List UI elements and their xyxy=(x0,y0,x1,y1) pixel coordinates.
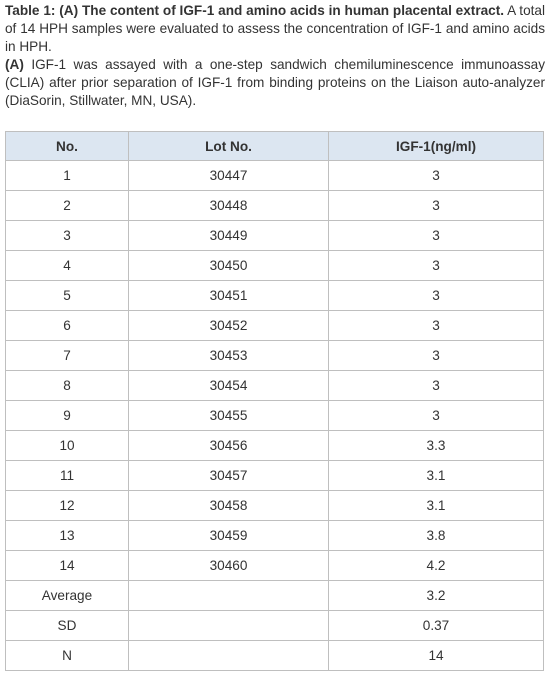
table-cell: 3.1 xyxy=(328,460,544,491)
table-cell: Average xyxy=(5,580,129,611)
table-cell: 10 xyxy=(5,430,129,461)
caption-paragraph: (A) IGF-1 was assayed with a one-step sa… xyxy=(5,56,545,110)
table-cell: 30457 xyxy=(128,460,329,491)
table-cell: SD xyxy=(5,610,129,641)
table-cell: 3 xyxy=(328,190,544,221)
table-cell: 30448 xyxy=(128,190,329,221)
data-table: No. Lot No. IGF-1(ng/ml) 1 30447 3 2 30448 3 3 30… xyxy=(5,131,544,671)
table-cell: 1 xyxy=(5,160,129,191)
table-row: Average 3.2 xyxy=(5,580,544,611)
table-cell: 7 xyxy=(5,340,129,371)
table-cell: 3 xyxy=(328,400,544,431)
table-cell: 14 xyxy=(328,640,544,671)
table-cell: 6 xyxy=(5,310,129,341)
table-cell: 30453 xyxy=(128,340,329,371)
table-cell: 0.37 xyxy=(328,610,544,641)
table-cell: 30460 xyxy=(128,550,329,581)
table-row: 3 30449 3 xyxy=(5,220,544,251)
table-row: 14 30460 4.2 xyxy=(5,550,544,581)
table-cell: 12 xyxy=(5,490,129,521)
table-cell: 5 xyxy=(5,280,129,311)
table-cell xyxy=(128,640,329,671)
header-cell: No. xyxy=(5,131,129,161)
table-row: SD 0.37 xyxy=(5,610,544,641)
caption-paragraph: Table 1: (A) The content of IGF-1 and am… xyxy=(5,2,545,56)
table-cell: 3 xyxy=(328,250,544,281)
table-body: 1 30447 3 2 30448 3 3 30449 3 4 30450 3 5 30451 3 6 3045… xyxy=(5,160,544,671)
table-row: 6 30452 3 xyxy=(5,310,544,341)
table-cell: 13 xyxy=(5,520,129,551)
caption-text: IGF-1 was assayed with a one-step sandwi… xyxy=(5,57,545,108)
table-cell: 8 xyxy=(5,370,129,401)
table-cell: 3.1 xyxy=(328,490,544,521)
table-row: 5 30451 3 xyxy=(5,280,544,311)
table-cell: 3 xyxy=(328,340,544,371)
table-row: N 14 xyxy=(5,640,544,671)
table-row: 8 30454 3 xyxy=(5,370,544,401)
table-cell: 4.2 xyxy=(328,550,544,581)
table-row: 10 30456 3.3 xyxy=(5,430,544,461)
caption: Table 1: (A) The content of IGF-1 and am… xyxy=(5,2,545,110)
table-cell: 3 xyxy=(328,370,544,401)
table-cell: 3.8 xyxy=(328,520,544,551)
table-cell: N xyxy=(5,640,129,671)
table-row: 1 30447 3 xyxy=(5,160,544,191)
table-cell: 30450 xyxy=(128,250,329,281)
header-row: No. Lot No. IGF-1(ng/ml) xyxy=(5,131,544,161)
table-cell: 9 xyxy=(5,400,129,431)
table-cell: 30449 xyxy=(128,220,329,251)
table-cell: 11 xyxy=(5,460,129,491)
header-cell: Lot No. xyxy=(128,131,329,161)
table-row: 13 30459 3.8 xyxy=(5,520,544,551)
table-row: 2 30448 3 xyxy=(5,190,544,221)
table-cell: 2 xyxy=(5,190,129,221)
table-cell: 3 xyxy=(5,220,129,251)
table-row: 9 30455 3 xyxy=(5,400,544,431)
table-cell xyxy=(128,580,329,611)
table-cell xyxy=(128,610,329,641)
caption-label: (A) xyxy=(5,57,24,72)
caption-title: Table 1: (A) The content of IGF-1 and am… xyxy=(5,3,505,18)
table-cell: 30455 xyxy=(128,400,329,431)
table-cell: 3.2 xyxy=(328,580,544,611)
table-row: 12 30458 3.1 xyxy=(5,490,544,521)
table-cell: 30454 xyxy=(128,370,329,401)
table-cell: 30459 xyxy=(128,520,329,551)
table-cell: 3 xyxy=(328,220,544,251)
table-cell: 3 xyxy=(328,310,544,341)
table-cell: 3.3 xyxy=(328,430,544,461)
table-cell: 30452 xyxy=(128,310,329,341)
table-cell: 30447 xyxy=(128,160,329,191)
table-row: 7 30453 3 xyxy=(5,340,544,371)
table-cell: 30451 xyxy=(128,280,329,311)
table-cell: 30458 xyxy=(128,490,329,521)
table-row: 11 30457 3.1 xyxy=(5,460,544,491)
table-cell: 4 xyxy=(5,250,129,281)
table-row: 4 30450 3 xyxy=(5,250,544,281)
caption-text: A total of 14 HPH samples were evaluated… xyxy=(5,3,546,54)
table-cell: 14 xyxy=(5,550,129,581)
table-cell: 30456 xyxy=(128,430,329,461)
table-cell: 3 xyxy=(328,280,544,311)
header-cell: IGF-1(ng/ml) xyxy=(328,131,544,161)
table-cell: 3 xyxy=(328,160,544,191)
